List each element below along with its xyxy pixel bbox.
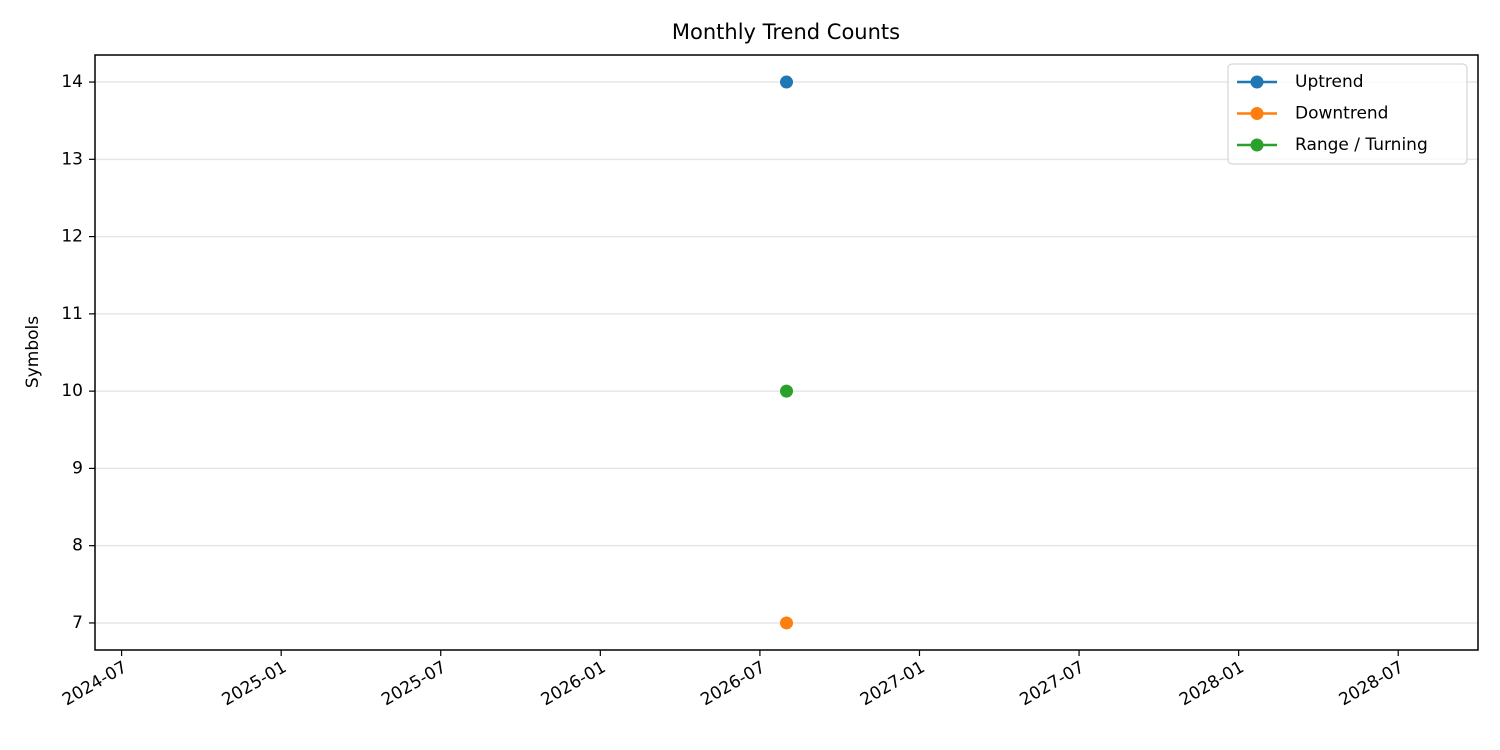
- y-tick-label: 7: [72, 613, 83, 633]
- y-tick-label: 11: [61, 304, 83, 324]
- y-tick-label: 9: [72, 458, 83, 478]
- y-tick-label: 14: [61, 72, 83, 92]
- legend-box: [1227, 63, 1468, 165]
- y-tick-label: 13: [61, 149, 83, 169]
- legend-label: Downtrend: [1295, 104, 1388, 124]
- plot-frame: [94, 54, 1479, 651]
- point: [780, 616, 793, 630]
- legend-label: Uptrend: [1295, 72, 1364, 92]
- y-tick-label: 10: [61, 381, 83, 401]
- legend-marker: [1250, 107, 1264, 120]
- y-axis-label: Symbols: [23, 316, 43, 388]
- y-tick-label: 8: [72, 536, 83, 556]
- legend-marker: [1250, 75, 1264, 89]
- legend: Uptrend Downtrend Range / Turning: [1227, 63, 1468, 165]
- point: [780, 384, 793, 398]
- legend-label: Range / Turning: [1295, 135, 1428, 155]
- chart-title: Monthly Trend Counts: [672, 20, 900, 44]
- point: [780, 75, 793, 89]
- legend-marker: [1250, 138, 1264, 152]
- y-tick-label: 12: [61, 227, 83, 247]
